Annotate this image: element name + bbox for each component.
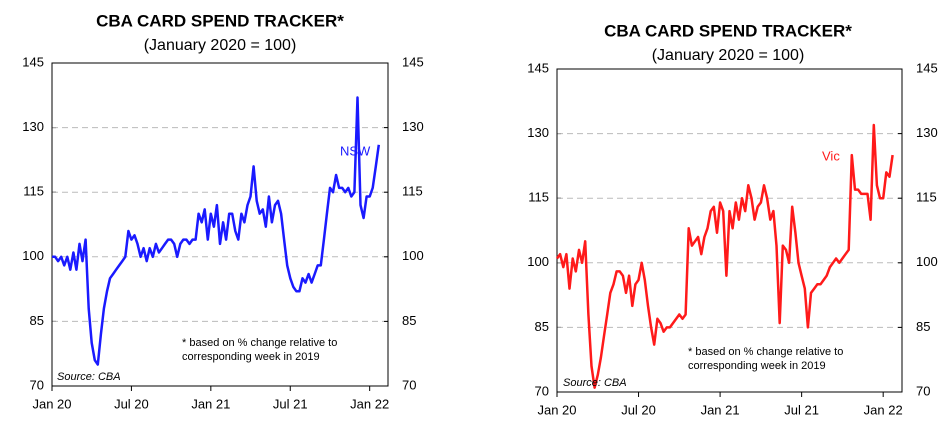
y2-tick-label: 115 (916, 190, 937, 205)
y-tick-label: 130 (22, 119, 44, 134)
x-tick-label: Jul 21 (784, 402, 819, 417)
y2-tick-label: 145 (916, 60, 938, 75)
footnote: * based on % change relative to (688, 346, 843, 358)
chart-subtitle: (January 2020 = 100) (652, 47, 805, 64)
footnote: corresponding week in 2019 (182, 351, 320, 363)
x-tick-label: Jul 20 (621, 402, 656, 417)
source: Source: CBA (57, 371, 121, 383)
y2-tick-label: 85 (402, 313, 416, 328)
y-tick-label: 85 (30, 313, 44, 328)
source: Source: CBA (563, 377, 627, 389)
y2-tick-label: 85 (916, 319, 930, 334)
y2-tick-label: 130 (402, 119, 424, 134)
series-line (52, 96, 381, 366)
chart-title: CBA CARD SPEND TRACKER* (96, 11, 344, 30)
footnote: corresponding week in 2019 (688, 360, 826, 372)
series-line (555, 123, 894, 389)
y-tick-label: 145 (527, 60, 549, 75)
plot-frame (556, 68, 903, 393)
footnote: * based on % change relative to (182, 337, 337, 349)
x-tick-label: Jan 20 (537, 402, 576, 417)
x-tick-label: Jan 21 (191, 396, 230, 411)
y-tick-label: 100 (527, 254, 549, 269)
x-tick-label: Jan 20 (32, 396, 71, 411)
y2-tick-label: 100 (402, 248, 424, 263)
y2-tick-label: 100 (916, 254, 938, 269)
y2-tick-label: 130 (916, 125, 938, 140)
y-tick-label: 100 (22, 248, 44, 263)
x-tick-label: Jul 20 (114, 396, 149, 411)
y2-tick-label: 115 (402, 184, 423, 199)
chart-title: CBA CARD SPEND TRACKER* (604, 21, 852, 40)
x-tick-label: Jan 22 (864, 402, 903, 417)
y-tick-label: 85 (535, 319, 549, 334)
chart-subtitle: (January 2020 = 100) (144, 37, 297, 54)
y-tick-label: 115 (23, 184, 44, 199)
y-tick-label: 145 (22, 54, 44, 69)
series-label: NSW (340, 143, 371, 158)
y-tick-label: 130 (527, 125, 549, 140)
x-tick-label: Jul 21 (273, 396, 308, 411)
y-tick-label: 70 (535, 383, 549, 398)
x-tick-label: Jan 21 (701, 402, 740, 417)
plot-frame (51, 62, 389, 387)
y-tick-label: 115 (528, 190, 549, 205)
y2-tick-label: 145 (402, 54, 424, 69)
y-tick-label: 70 (30, 377, 44, 392)
y2-tick-label: 70 (402, 377, 416, 392)
y2-tick-label: 70 (916, 383, 930, 398)
x-tick-label: Jan 22 (350, 396, 389, 411)
series-label: Vic (822, 148, 840, 163)
